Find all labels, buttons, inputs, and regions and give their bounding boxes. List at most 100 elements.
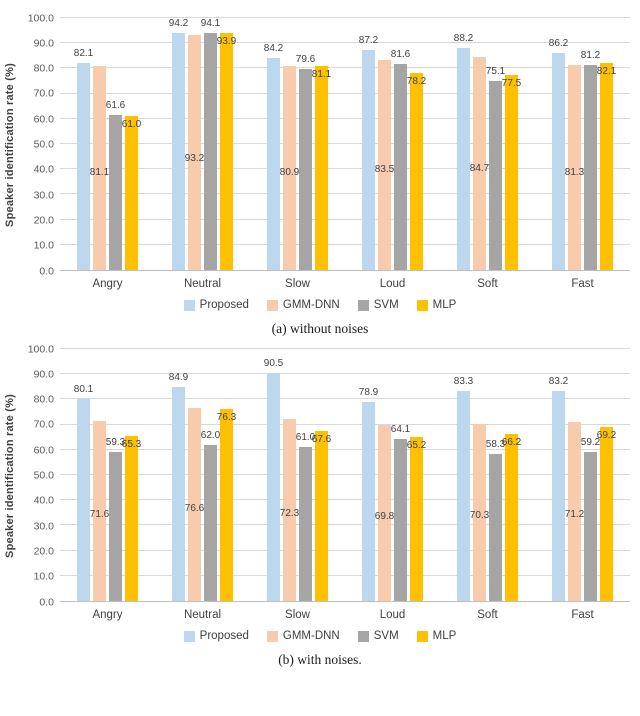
x-axis-category-label: Angry (92, 278, 123, 290)
plot-area: 82.1 81.1 61.6 61.0 Angry 94.2 93.2 94.1 93.9 Neu… (60, 17, 630, 290)
legend-item-gmm-dnn: GMM-DNN (266, 630, 340, 642)
legend-label: GMM-DNN (282, 299, 340, 311)
bar-mlp: 67.6 (312, 430, 331, 601)
bar-svm: 75.1 (486, 66, 505, 270)
bar-svm: 59.3 (106, 437, 125, 601)
bar-value-label: 81.1 (89, 167, 110, 179)
x-axis-category-label: Neutral (183, 278, 222, 290)
y-tick-label: 0.0 (39, 595, 54, 608)
bar-proposed: 84.9 (169, 373, 188, 601)
bar-svm: 94.1 (201, 18, 220, 270)
y-axis-ticks: 100.0 90.0 80.0 70.0 60.0 50.0 40.0 30.0 20.0 10.… (20, 13, 60, 276)
x-axis-category-label: Slow (285, 609, 310, 621)
bar-proposed: 87.2 (359, 36, 378, 270)
bar-proposed: 83.3 (454, 377, 473, 601)
bar-svm: 58.3 (486, 440, 505, 601)
bar-value-label: 84.9 (168, 372, 189, 384)
chart-without-noises: Speaker identification rate (%) 100.0 90.… (0, 13, 640, 337)
y-tick-label: 30.0 (33, 188, 54, 201)
x-axis-category-label: Neutral (183, 609, 222, 621)
legend: Proposed GMM-DNN SVM MLP (0, 630, 640, 642)
gridline (60, 218, 630, 220)
bar-value-label: 84.2 (263, 42, 284, 54)
y-tick-label: 80.0 (33, 62, 54, 75)
bar-proposed: 80.1 (74, 385, 93, 601)
bar-mlp: 82.1 (596, 63, 617, 270)
bar-value-label: 94.2 (168, 17, 189, 29)
y-tick-label: 90.0 (33, 37, 54, 50)
bar-value-label: 59.2 (580, 436, 601, 448)
category-group-angry: 80.1 71.6 59.3 65.3 Angry (60, 349, 155, 621)
gridline (60, 373, 630, 375)
bar-svm: 64.1 (391, 425, 410, 601)
y-tick-label: 30.0 (33, 519, 54, 532)
legend-item-proposed: Proposed (183, 299, 249, 311)
y-tick-label: 60.0 (33, 112, 54, 125)
category-group-loud: 78.9 69.8 64.1 65.2 Loud (345, 349, 440, 621)
bar-value-label: 59.3 (105, 436, 126, 448)
legend-item-svm: SVM (357, 299, 399, 311)
y-tick-label: 100.0 (27, 11, 54, 24)
legend-label: MLP (432, 299, 457, 311)
bar-value-label: 80.1 (73, 384, 94, 396)
bar-value-label: 81.2 (580, 50, 601, 62)
bar-gmm-dnn: 83.5 (374, 59, 395, 270)
bar-value-label: 66.2 (501, 437, 522, 449)
y-axis-title: Speaker identification rate (%) (0, 349, 20, 602)
legend-swatch-icon (416, 630, 428, 642)
bar-groups: 80.1 71.6 59.3 65.3 Angry 84.9 76.6 62.0 76.3 Neu… (60, 349, 630, 621)
bar-value-label: 62.0 (200, 429, 221, 441)
bar-value-label: 64.1 (390, 424, 411, 436)
bar-value-label: 77.5 (501, 77, 522, 89)
bar-value-label: 65.2 (406, 439, 427, 451)
legend-label: GMM-DNN (282, 630, 340, 642)
bar-value-label: 81.1 (311, 68, 332, 80)
bar-svm: 81.6 (391, 50, 410, 270)
legend: Proposed GMM-DNN SVM MLP (0, 299, 640, 311)
gridline (60, 243, 630, 245)
bar-value-label: 61.6 (105, 99, 126, 111)
bar-proposed: 90.5 (264, 358, 283, 601)
legend-label: SVM (373, 630, 399, 642)
bar-mlp: 78.2 (407, 72, 426, 270)
bar-value-label: 75.1 (485, 65, 506, 77)
bar-gmm-dnn: 76.6 (184, 407, 205, 601)
gridline (60, 574, 630, 576)
bar-gmm-dnn: 71.6 (90, 420, 109, 601)
bar-svm: 61.0 (296, 433, 315, 601)
bar-gmm-dnn: 84.7 (470, 56, 489, 270)
bar-value-label: 65.3 (121, 439, 142, 451)
category-group-slow: 90.5 72.3 61.0 67.6 Slow (250, 349, 345, 621)
bar-gmm-dnn: 81.3 (565, 65, 584, 270)
y-axis-title-text: Speaker identification rate (%) (4, 393, 16, 558)
bar-value-label: 90.5 (263, 357, 284, 369)
gridline (60, 143, 630, 144)
category-group-angry: 82.1 81.1 61.6 61.0 Angry (60, 18, 155, 290)
chart-caption: (a) without noises (271, 321, 369, 336)
y-tick-label: 0.0 (39, 264, 54, 277)
bar-value-label: 78.9 (358, 387, 379, 399)
gridline (60, 499, 630, 501)
bar-value-label: 81.6 (390, 49, 411, 61)
bar-value-label: 76.6 (184, 503, 205, 515)
legend-label: Proposed (199, 299, 249, 311)
bar-value-label: 82.1 (596, 66, 617, 78)
bar-svm: 81.2 (581, 51, 600, 270)
gridline (60, 348, 630, 349)
y-tick-label: 10.0 (33, 570, 54, 583)
bar-value-label: 83.5 (374, 164, 395, 176)
y-tick-label: 100.0 (27, 342, 54, 355)
y-tick-label: 70.0 (33, 87, 54, 100)
bar-gmm-dnn: 69.8 (375, 425, 394, 601)
bar-mlp: 93.9 (216, 33, 237, 270)
bar-value-label: 61.0 (121, 119, 142, 131)
category-group-fast: 83.2 71.2 59.2 69.2 Fast (535, 349, 630, 621)
bar-value-label: 93.9 (216, 36, 237, 48)
bar-mlp: 81.1 (311, 65, 332, 270)
bar-svm: 59.2 (581, 437, 600, 601)
chart-caption: (b) with noises. (278, 652, 362, 667)
chart-with-noises: Speaker identification rate (%) 100.0 90.… (0, 344, 640, 668)
gridline (60, 474, 630, 475)
category-group-fast: 86.2 81.3 81.2 82.1 Fast (535, 18, 630, 290)
